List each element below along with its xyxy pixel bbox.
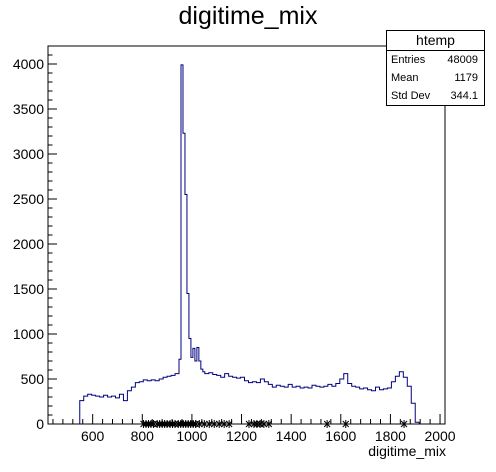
- stats-key: Std Dev: [391, 90, 431, 102]
- error-marker: [400, 420, 408, 428]
- stats-value: 344.1: [450, 90, 478, 102]
- x-tick-label: 1200: [226, 428, 257, 444]
- x-axis-label: digitime_mix: [368, 443, 446, 459]
- stats-key: Entries: [391, 54, 426, 66]
- x-tick-label: 2000: [424, 428, 455, 444]
- stats-value: 48009: [447, 54, 478, 66]
- stats-key: Mean: [391, 72, 419, 84]
- x-tick-label: 800: [131, 428, 155, 444]
- x-tick-label: 600: [81, 428, 105, 444]
- y-tick-label: 3500: [13, 101, 44, 117]
- y-tick-label: 2500: [13, 191, 44, 207]
- error-marker: [323, 420, 331, 428]
- y-tick-label: 3000: [13, 146, 44, 162]
- y-tick-label: 0: [36, 416, 44, 432]
- stats-row-stddev: Std Dev 344.1: [387, 87, 484, 105]
- y-tick-label: 1000: [13, 326, 44, 342]
- y-tick-label: 4000: [13, 56, 44, 72]
- error-marker: [342, 420, 350, 428]
- x-tick-label: 1000: [176, 428, 207, 444]
- y-tick-label: 2000: [13, 236, 44, 252]
- x-tick-label: 1600: [325, 428, 356, 444]
- stats-title: htemp: [387, 31, 484, 51]
- stats-box: htemp Entries 48009 Mean 1179 Std Dev 34…: [386, 30, 485, 106]
- x-tick-label: 1400: [276, 428, 307, 444]
- chart-title: digitime_mix: [178, 2, 318, 30]
- stats-row-mean: Mean 1179: [387, 69, 484, 87]
- histogram-line: [79, 64, 420, 424]
- stats-row-entries: Entries 48009: [387, 51, 484, 69]
- x-tick-label: 1800: [375, 428, 406, 444]
- y-tick-label: 500: [21, 371, 45, 387]
- y-tick-label: 1500: [13, 281, 44, 297]
- stats-value: 1179: [454, 72, 478, 84]
